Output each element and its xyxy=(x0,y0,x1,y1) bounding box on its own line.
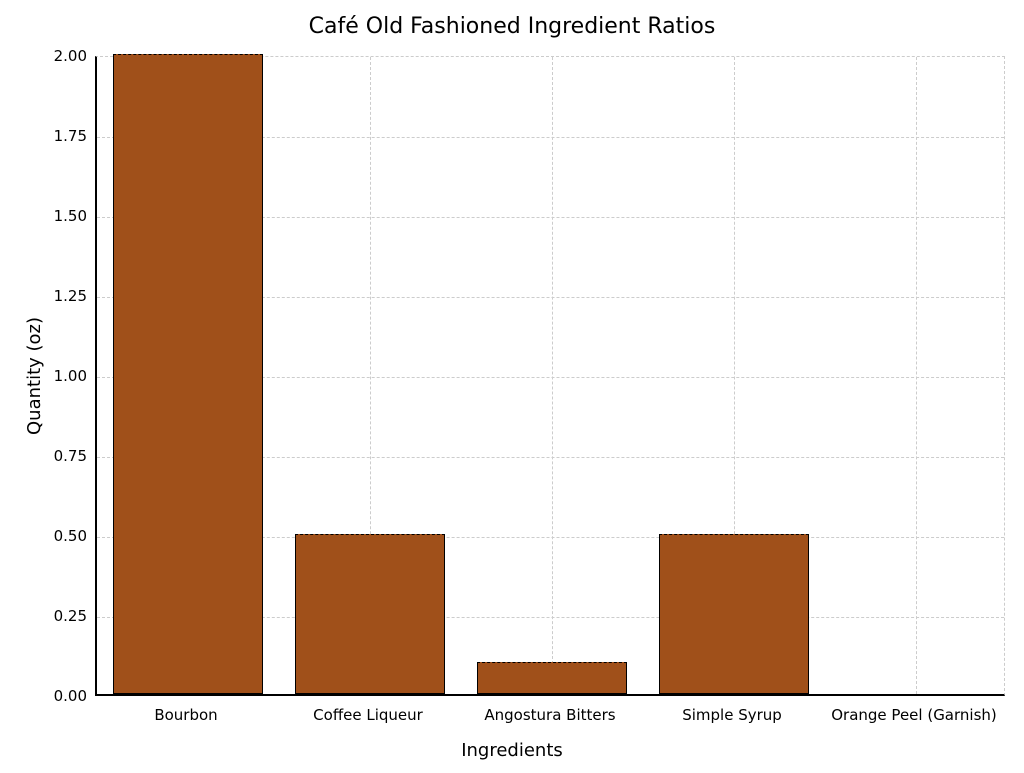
xtick-label: Angostura Bitters xyxy=(484,706,615,724)
x-axis-label: Ingredients xyxy=(0,740,1024,761)
gridline-v xyxy=(552,57,553,694)
bar xyxy=(659,534,808,694)
chart-container: Café Old Fashioned Ingredient Ratios Qua… xyxy=(0,0,1024,773)
ytick-label: 1.00 xyxy=(27,367,87,385)
ytick-label: 1.75 xyxy=(27,127,87,145)
ytick-label: 0.50 xyxy=(27,527,87,545)
ytick-label: 1.25 xyxy=(27,287,87,305)
bar xyxy=(113,54,262,694)
xtick-label: Orange Peel (Garnish) xyxy=(831,706,997,724)
plot-area xyxy=(95,56,1005,696)
xtick-label: Coffee Liqueur xyxy=(313,706,423,724)
xtick-label: Bourbon xyxy=(154,706,217,724)
gridline-v xyxy=(916,57,917,694)
bar xyxy=(477,662,626,694)
xtick-label: Simple Syrup xyxy=(682,706,782,724)
bar xyxy=(295,534,444,694)
ytick-label: 2.00 xyxy=(27,47,87,65)
ytick-label: 1.50 xyxy=(27,207,87,225)
ytick-label: 0.75 xyxy=(27,447,87,465)
ytick-label: 0.25 xyxy=(27,607,87,625)
ytick-label: 0.00 xyxy=(27,687,87,705)
chart-title: Café Old Fashioned Ingredient Ratios xyxy=(0,14,1024,39)
